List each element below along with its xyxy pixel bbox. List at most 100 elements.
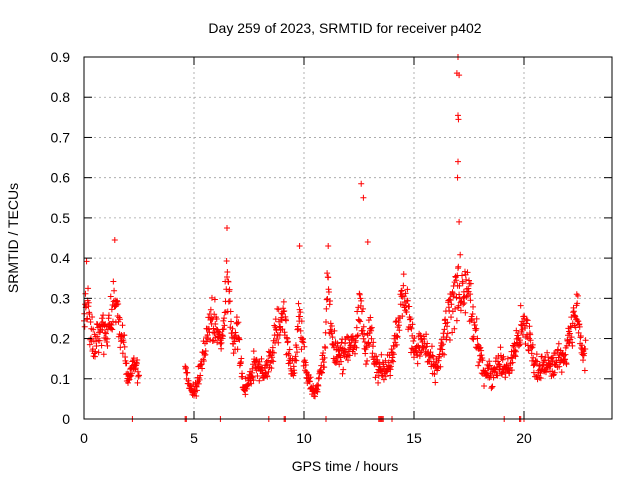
data-point — [276, 332, 283, 339]
data-point — [224, 224, 230, 231]
data-point — [323, 296, 330, 303]
data-point — [101, 329, 108, 336]
data-point — [519, 326, 526, 333]
data-point — [337, 354, 344, 361]
data-point — [478, 352, 485, 359]
data-point — [456, 282, 463, 289]
data-point — [275, 339, 282, 346]
data-point — [453, 294, 460, 301]
data-point — [360, 194, 367, 201]
data-point — [562, 351, 569, 358]
data-point — [110, 278, 117, 285]
data-point — [474, 335, 481, 342]
data-point — [556, 363, 563, 370]
data-point — [320, 350, 327, 357]
data-point — [369, 350, 376, 357]
data-point — [453, 317, 460, 324]
data-point — [423, 331, 430, 338]
data-point — [315, 382, 322, 389]
data-point — [339, 370, 346, 377]
data-point — [398, 287, 405, 294]
x-tick-label: 20 — [516, 430, 532, 446]
data-point — [407, 324, 414, 331]
data-point — [390, 358, 397, 365]
data-point — [94, 333, 101, 340]
data-point — [125, 379, 131, 386]
data-point — [396, 327, 403, 334]
data-point — [362, 361, 369, 368]
data-point — [195, 378, 202, 385]
x-tick-label: 10 — [296, 430, 312, 446]
data-point — [184, 369, 191, 376]
data-point — [134, 379, 141, 386]
data-point — [273, 336, 280, 343]
data-point — [214, 339, 221, 346]
data-point — [208, 314, 215, 321]
data-point — [451, 325, 458, 332]
data-point — [460, 301, 467, 308]
data-point — [224, 269, 231, 276]
y-axis-label: SRMTID / TECUs — [5, 183, 21, 293]
data-point — [248, 380, 255, 387]
data-point — [527, 331, 534, 338]
data-point — [116, 316, 123, 323]
data-point — [429, 352, 436, 359]
data-point — [215, 328, 222, 335]
data-point — [411, 335, 418, 342]
data-point — [460, 294, 467, 301]
y-tick-label: 0.9 — [51, 49, 71, 65]
data-point — [82, 290, 89, 297]
data-point — [324, 270, 331, 277]
data-point — [497, 352, 504, 359]
data-point — [382, 357, 389, 364]
data-point — [410, 338, 417, 345]
data-point — [221, 322, 228, 329]
data-point — [398, 288, 405, 295]
data-point — [96, 337, 103, 344]
data-point — [549, 354, 556, 361]
data-point — [357, 318, 364, 325]
data-point — [112, 319, 119, 326]
data-point — [432, 379, 439, 386]
data-point — [279, 326, 286, 333]
data-point — [85, 285, 92, 292]
data-point — [406, 303, 413, 310]
data-point — [414, 352, 421, 359]
data-point — [119, 322, 126, 329]
data-point — [581, 367, 588, 374]
data-point — [111, 237, 118, 244]
data-point — [538, 353, 545, 360]
data-point — [334, 342, 341, 349]
data-point — [212, 321, 219, 328]
data-point — [456, 218, 463, 225]
data-point — [269, 344, 276, 351]
data-point — [296, 243, 303, 250]
data-point — [393, 341, 400, 348]
data-point — [361, 331, 368, 338]
data-point — [528, 350, 535, 357]
data-point — [467, 291, 474, 298]
data-point — [475, 362, 482, 369]
data-point — [99, 327, 106, 334]
data-point — [401, 293, 408, 300]
data-point — [92, 348, 99, 355]
data-point — [420, 344, 427, 351]
data-point — [322, 344, 329, 351]
data-point — [218, 345, 225, 352]
data-point — [566, 330, 573, 337]
data-point — [430, 353, 437, 360]
data-point — [448, 314, 455, 321]
data-point — [400, 271, 407, 278]
data-point — [444, 330, 451, 337]
data-point — [354, 332, 361, 339]
data-point — [531, 361, 538, 368]
data-point — [555, 340, 562, 347]
data-point — [275, 306, 282, 313]
data-point — [111, 287, 118, 294]
y-tick-label: 0 — [62, 411, 70, 427]
data-point — [270, 358, 277, 365]
data-point — [209, 338, 216, 345]
data-point — [577, 332, 584, 339]
